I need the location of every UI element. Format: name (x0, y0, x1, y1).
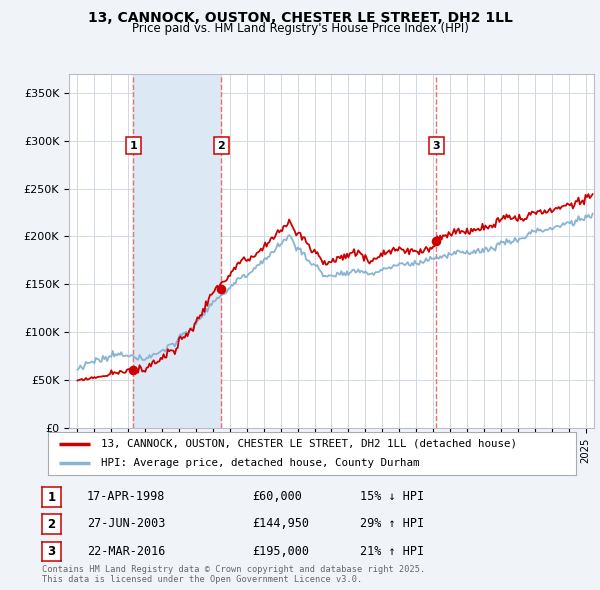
Text: 1: 1 (130, 140, 137, 150)
Text: 13, CANNOCK, OUSTON, CHESTER LE STREET, DH2 1LL (detached house): 13, CANNOCK, OUSTON, CHESTER LE STREET, … (101, 439, 517, 449)
Text: 2: 2 (47, 517, 56, 531)
Text: 2: 2 (218, 140, 225, 150)
Text: 13, CANNOCK, OUSTON, CHESTER LE STREET, DH2 1LL: 13, CANNOCK, OUSTON, CHESTER LE STREET, … (88, 11, 512, 25)
Point (431, 237, 441, 246)
Text: 3: 3 (47, 545, 56, 558)
Text: £144,950: £144,950 (252, 517, 309, 530)
Text: £60,000: £60,000 (252, 490, 302, 503)
Text: 22-MAR-2016: 22-MAR-2016 (87, 545, 166, 558)
Text: 29% ↑ HPI: 29% ↑ HPI (360, 517, 424, 530)
Text: 3: 3 (433, 140, 440, 150)
Point (128, 366, 138, 375)
Text: 15% ↓ HPI: 15% ↓ HPI (360, 490, 424, 503)
Text: Contains HM Land Registry data © Crown copyright and database right 2025.
This d: Contains HM Land Registry data © Crown c… (42, 565, 425, 584)
Text: Price paid vs. HM Land Registry's House Price Index (HPI): Price paid vs. HM Land Registry's House … (131, 22, 469, 35)
Text: 1: 1 (47, 490, 56, 504)
Text: £195,000: £195,000 (252, 545, 309, 558)
Bar (133, 74, 221, 428)
Text: 21% ↑ HPI: 21% ↑ HPI (360, 545, 424, 558)
Text: 17-APR-1998: 17-APR-1998 (87, 490, 166, 503)
Text: 27-JUN-2003: 27-JUN-2003 (87, 517, 166, 530)
Point (217, 284, 226, 294)
Text: HPI: Average price, detached house, County Durham: HPI: Average price, detached house, Coun… (101, 458, 419, 468)
